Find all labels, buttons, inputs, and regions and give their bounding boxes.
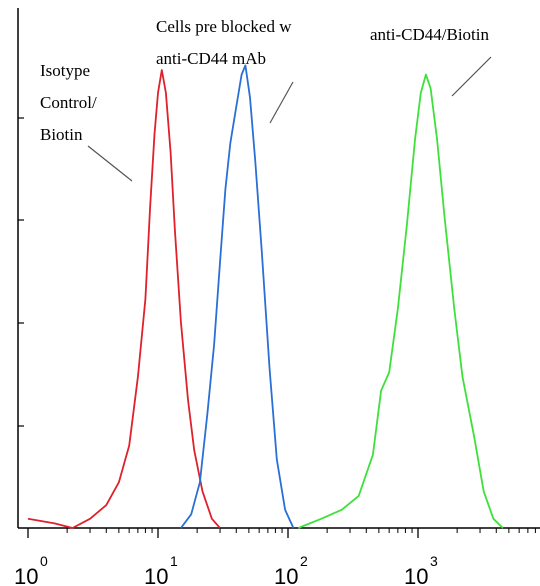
annotation-blocked: Cells pre blocked w anti-CD44 mAb	[156, 17, 294, 124]
x-tick-label: 10	[274, 564, 298, 586]
anti-cd44-curve	[297, 73, 504, 529]
x-tick-exponent: 2	[300, 553, 308, 569]
annotation-blocked-line2: anti-CD44 mAb	[156, 49, 266, 68]
annotation-blocked-pointer	[269, 81, 294, 124]
x-tick-label: 10	[144, 564, 168, 586]
annotation-anticd44-pointer	[451, 56, 492, 97]
annotation-isotype-line1: Isotype	[40, 61, 90, 80]
y-ticks	[18, 117, 24, 427]
pre-blocked-curve	[180, 64, 295, 529]
x-tick-label: 10	[404, 564, 428, 586]
annotation-isotype: Isotype Control/ Biotin	[40, 61, 133, 182]
annotation-blocked-line1: Cells pre blocked w	[156, 17, 292, 36]
annotation-isotype-pointer	[87, 145, 133, 182]
x-tick-exponent: 1	[170, 553, 178, 569]
annotation-anticd44: anti-CD44/Biotin	[370, 25, 492, 97]
series-group	[27, 64, 504, 529]
x-tick-exponent: 0	[40, 553, 48, 569]
x-tick-exponent: 3	[430, 553, 438, 569]
x-tick-label: 10	[14, 564, 38, 586]
annotation-isotype-line3: Biotin	[40, 125, 83, 144]
annotation-anticd44-line1: anti-CD44/Biotin	[370, 25, 490, 44]
annotation-isotype-line2: Control/	[40, 93, 97, 112]
isotype-control-curve	[27, 69, 221, 529]
axes	[17, 8, 540, 529]
